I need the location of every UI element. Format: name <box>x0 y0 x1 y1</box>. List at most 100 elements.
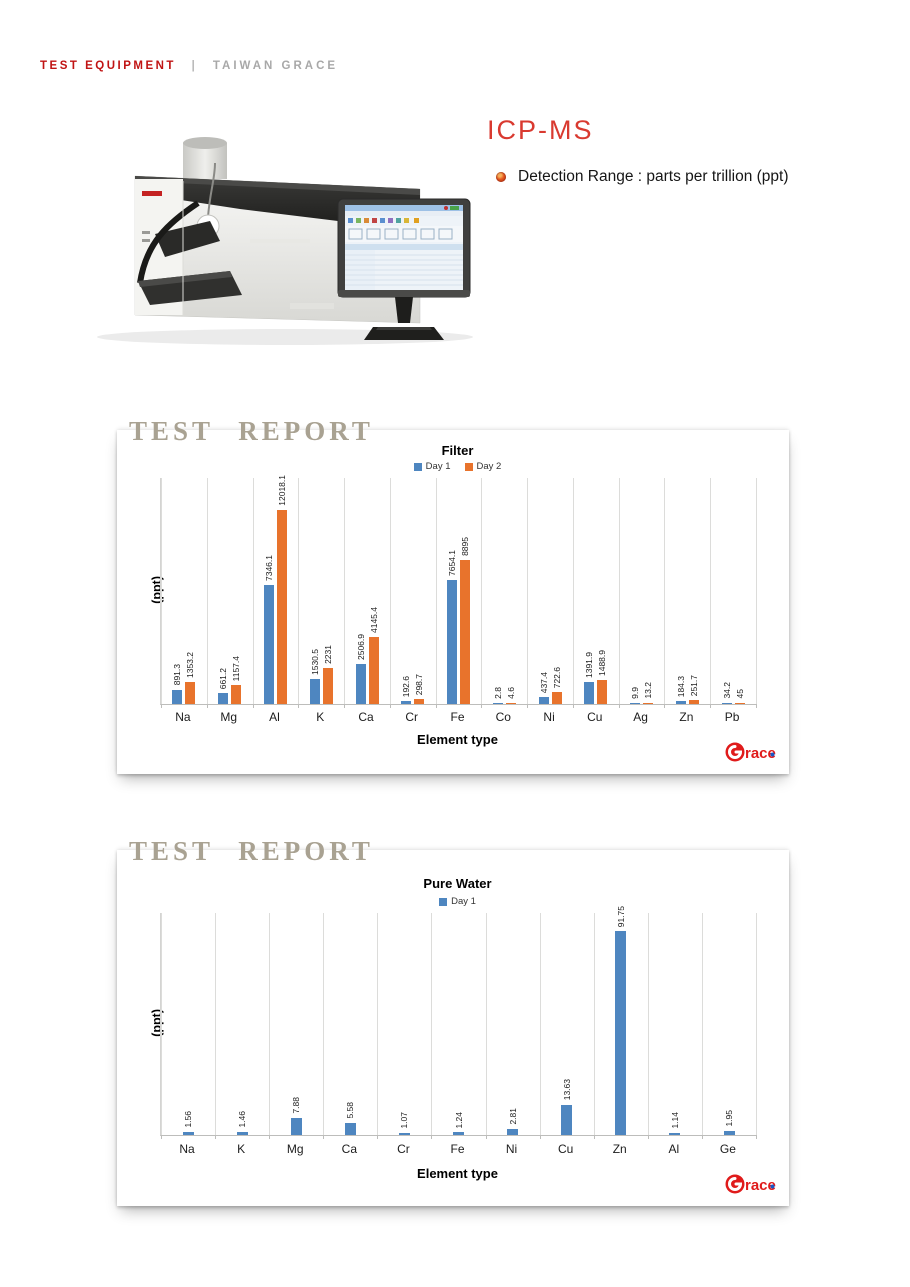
category-label: Al <box>269 710 280 724</box>
bar <box>460 560 470 704</box>
header-separator: | <box>191 60 198 72</box>
gridline <box>481 478 482 704</box>
bar-value-label: 1.14 <box>669 1111 680 1129</box>
bar-value-label: 4145.4 <box>368 607 379 634</box>
legend-swatch-day2 <box>464 462 473 471</box>
category-label: Mg <box>220 710 238 724</box>
category-label: Zn <box>612 1142 627 1156</box>
test-report-stamp: TEST REPORT <box>129 416 374 446</box>
grace-logo: race <box>724 1172 784 1201</box>
bar <box>492 702 503 704</box>
category-label: Ag <box>633 710 648 724</box>
bar-value-label: 13.63 <box>561 1079 572 1101</box>
category-label: Na <box>175 710 191 724</box>
axis-tick <box>481 704 482 708</box>
bar <box>263 585 274 704</box>
bar <box>688 699 699 704</box>
icp-ms-instrument-image <box>80 131 475 351</box>
bar <box>675 701 686 704</box>
axis-tick <box>298 704 299 708</box>
chart-title: Pure Water <box>423 876 492 891</box>
legend-item: Day 2 <box>464 461 502 472</box>
bar-value-label: 2.8 <box>492 686 503 699</box>
bar-value-label: 1530.5 <box>309 649 320 676</box>
axis-tick <box>540 1135 541 1139</box>
bar <box>505 702 516 704</box>
bar <box>236 1131 248 1135</box>
category-label: Fe <box>450 1142 465 1156</box>
bar <box>172 689 183 704</box>
test-report-stamp: TEST REPORT <box>129 836 374 866</box>
bar-value-label: 34.2 <box>721 681 732 699</box>
gridline <box>298 478 299 704</box>
page-header: TEST EQUIPMENT | TAIWAN GRACE <box>40 60 338 72</box>
bar-value-label: 891.3 <box>172 664 183 686</box>
bar-value-label: 2506.9 <box>355 633 366 660</box>
category-label: Ni <box>543 710 555 724</box>
bar-value-label: 1391.9 <box>584 651 595 678</box>
instrument-illustration-icon <box>97 137 473 345</box>
axis-tick <box>269 1135 270 1139</box>
bar-value-label: 192.6 <box>401 675 412 697</box>
gridline <box>619 478 620 704</box>
bar-value-label: 1.56 <box>183 1110 193 1128</box>
category-label: Ni <box>505 1142 518 1156</box>
bar <box>218 693 229 704</box>
bar-value-label: 5.58 <box>345 1102 356 1119</box>
category-label: Mg <box>286 1142 304 1156</box>
axis-tick <box>436 704 437 708</box>
gridline <box>323 913 324 1135</box>
axis-tick <box>664 704 665 708</box>
bar-value-label: 722.6 <box>551 667 562 689</box>
axis-tick <box>431 1135 432 1139</box>
bar-value-label: 45 <box>734 689 745 699</box>
bar <box>185 682 196 704</box>
bar-value-label: 251.7 <box>688 674 699 696</box>
x-axis-label: Element type <box>417 1166 498 1181</box>
gridline <box>215 913 216 1135</box>
bar-value-label: 1.95 <box>724 1110 734 1127</box>
axis-tick <box>710 704 711 708</box>
gridline <box>573 478 574 704</box>
bar <box>643 702 654 704</box>
axis-tick <box>573 704 574 708</box>
legend-swatch-day1 <box>413 462 422 471</box>
axis-tick <box>390 704 391 708</box>
equipment-title: ICP-MS <box>487 115 594 145</box>
bar <box>401 700 412 704</box>
bar-value-label: 1.24 <box>453 1111 464 1129</box>
bar <box>398 1132 410 1135</box>
bar-value-label: 1353.2 <box>185 652 196 679</box>
gridline <box>390 478 391 704</box>
axis-tick <box>253 704 254 708</box>
gridline <box>269 913 270 1135</box>
detection-range-text: Detection Range : parts per trillion (pp… <box>518 168 789 185</box>
gridline <box>436 478 437 704</box>
report-card-filter: TEST REPORT Filter Day 1 Day 2 (ppt) Ele… <box>117 416 789 774</box>
chart-legend: Day 1 Day 2 <box>160 461 755 472</box>
legend-label: Day 2 <box>476 461 502 472</box>
gridline <box>594 913 595 1135</box>
bar-value-label: 7654.1 <box>447 550 457 577</box>
bar-value-label: 437.4 <box>538 671 549 693</box>
category-label: Zn <box>679 710 694 724</box>
grace-logo: race <box>724 740 784 769</box>
axis-tick <box>527 704 528 708</box>
gridline <box>756 478 757 704</box>
gridline <box>540 913 541 1135</box>
category-label: Ca <box>358 710 374 724</box>
bar <box>721 702 732 704</box>
bar-value-label: 1.07 <box>399 1112 410 1129</box>
bar <box>561 1104 573 1135</box>
bar <box>538 696 549 704</box>
axis-tick <box>648 1135 649 1139</box>
bar-value-label: 91.75 <box>615 906 626 928</box>
bar <box>669 1132 681 1135</box>
bar <box>290 1117 302 1135</box>
bullet-dot-icon <box>496 172 506 182</box>
bar-value-label: 1157.4 <box>231 655 242 682</box>
bar-value-label: 2.81 <box>507 1108 518 1125</box>
legend-item: Day 1 <box>413 461 451 472</box>
legend-swatch-day1 <box>439 897 448 906</box>
category-label: Ca <box>341 1142 358 1156</box>
